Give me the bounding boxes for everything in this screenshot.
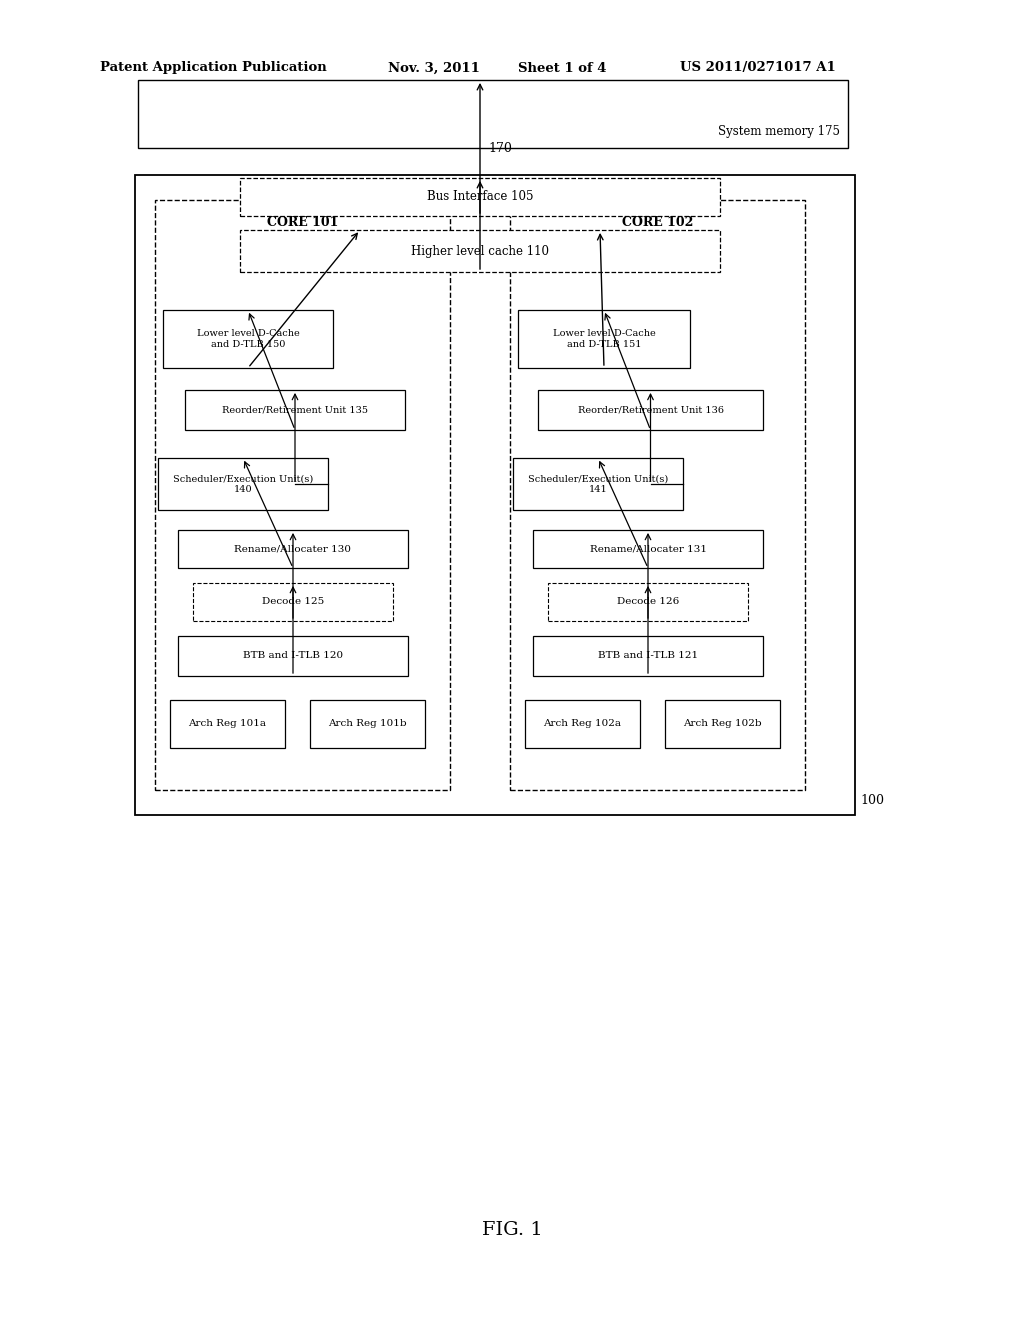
Bar: [310, 700, 425, 748]
Text: FIG. 1: FIG. 1: [481, 1221, 543, 1239]
Text: Patent Application Publication: Patent Application Publication: [100, 62, 327, 74]
Text: Decode 126: Decode 126: [616, 598, 679, 606]
Text: Scheduler/Execution Unit(s)
140: Scheduler/Execution Unit(s) 140: [173, 474, 313, 494]
Text: Higher level cache 110: Higher level cache 110: [411, 244, 549, 257]
Text: Arch Reg 101b: Arch Reg 101b: [328, 719, 407, 729]
Bar: [510, 201, 805, 789]
Text: System memory 175: System memory 175: [718, 125, 840, 139]
Bar: [513, 458, 683, 510]
Bar: [158, 458, 328, 510]
Bar: [155, 201, 450, 789]
Bar: [518, 310, 690, 368]
Text: Rename/Allocater 131: Rename/Allocater 131: [590, 544, 707, 553]
Text: Rename/Allocater 130: Rename/Allocater 130: [234, 544, 351, 553]
Text: BTB and I-TLB 120: BTB and I-TLB 120: [243, 652, 343, 660]
Text: Arch Reg 102a: Arch Reg 102a: [544, 719, 622, 729]
Bar: [178, 531, 408, 568]
Bar: [665, 700, 780, 748]
Bar: [534, 531, 763, 568]
Bar: [538, 389, 763, 430]
Bar: [178, 636, 408, 676]
Text: US 2011/0271017 A1: US 2011/0271017 A1: [680, 62, 836, 74]
Text: Reorder/Retirement Unit 136: Reorder/Retirement Unit 136: [578, 405, 724, 414]
Text: Arch Reg 101a: Arch Reg 101a: [188, 719, 266, 729]
Text: BTB and I-TLB 121: BTB and I-TLB 121: [598, 652, 698, 660]
Text: CORE 102: CORE 102: [622, 215, 693, 228]
Text: Arch Reg 102b: Arch Reg 102b: [683, 719, 762, 729]
Bar: [240, 178, 720, 216]
Text: 100: 100: [860, 795, 884, 807]
Bar: [135, 176, 855, 814]
Text: Nov. 3, 2011: Nov. 3, 2011: [388, 62, 480, 74]
Bar: [193, 583, 393, 620]
Text: Scheduler/Execution Unit(s)
141: Scheduler/Execution Unit(s) 141: [528, 474, 668, 494]
Bar: [163, 310, 333, 368]
Text: Lower level D-Cache
and D-TLB 150: Lower level D-Cache and D-TLB 150: [197, 329, 299, 348]
Text: Lower level D-Cache
and D-TLB 151: Lower level D-Cache and D-TLB 151: [553, 329, 655, 348]
Bar: [170, 700, 285, 748]
Text: Bus Interface 105: Bus Interface 105: [427, 190, 534, 203]
Bar: [534, 636, 763, 676]
Text: Decode 125: Decode 125: [262, 598, 325, 606]
Text: CORE 101: CORE 101: [267, 215, 338, 228]
Bar: [240, 230, 720, 272]
Bar: [138, 81, 848, 148]
Bar: [185, 389, 406, 430]
Text: 170: 170: [488, 141, 512, 154]
Text: Reorder/Retirement Unit 135: Reorder/Retirement Unit 135: [222, 405, 368, 414]
Bar: [548, 583, 748, 620]
Bar: [525, 700, 640, 748]
Text: Sheet 1 of 4: Sheet 1 of 4: [518, 62, 606, 74]
